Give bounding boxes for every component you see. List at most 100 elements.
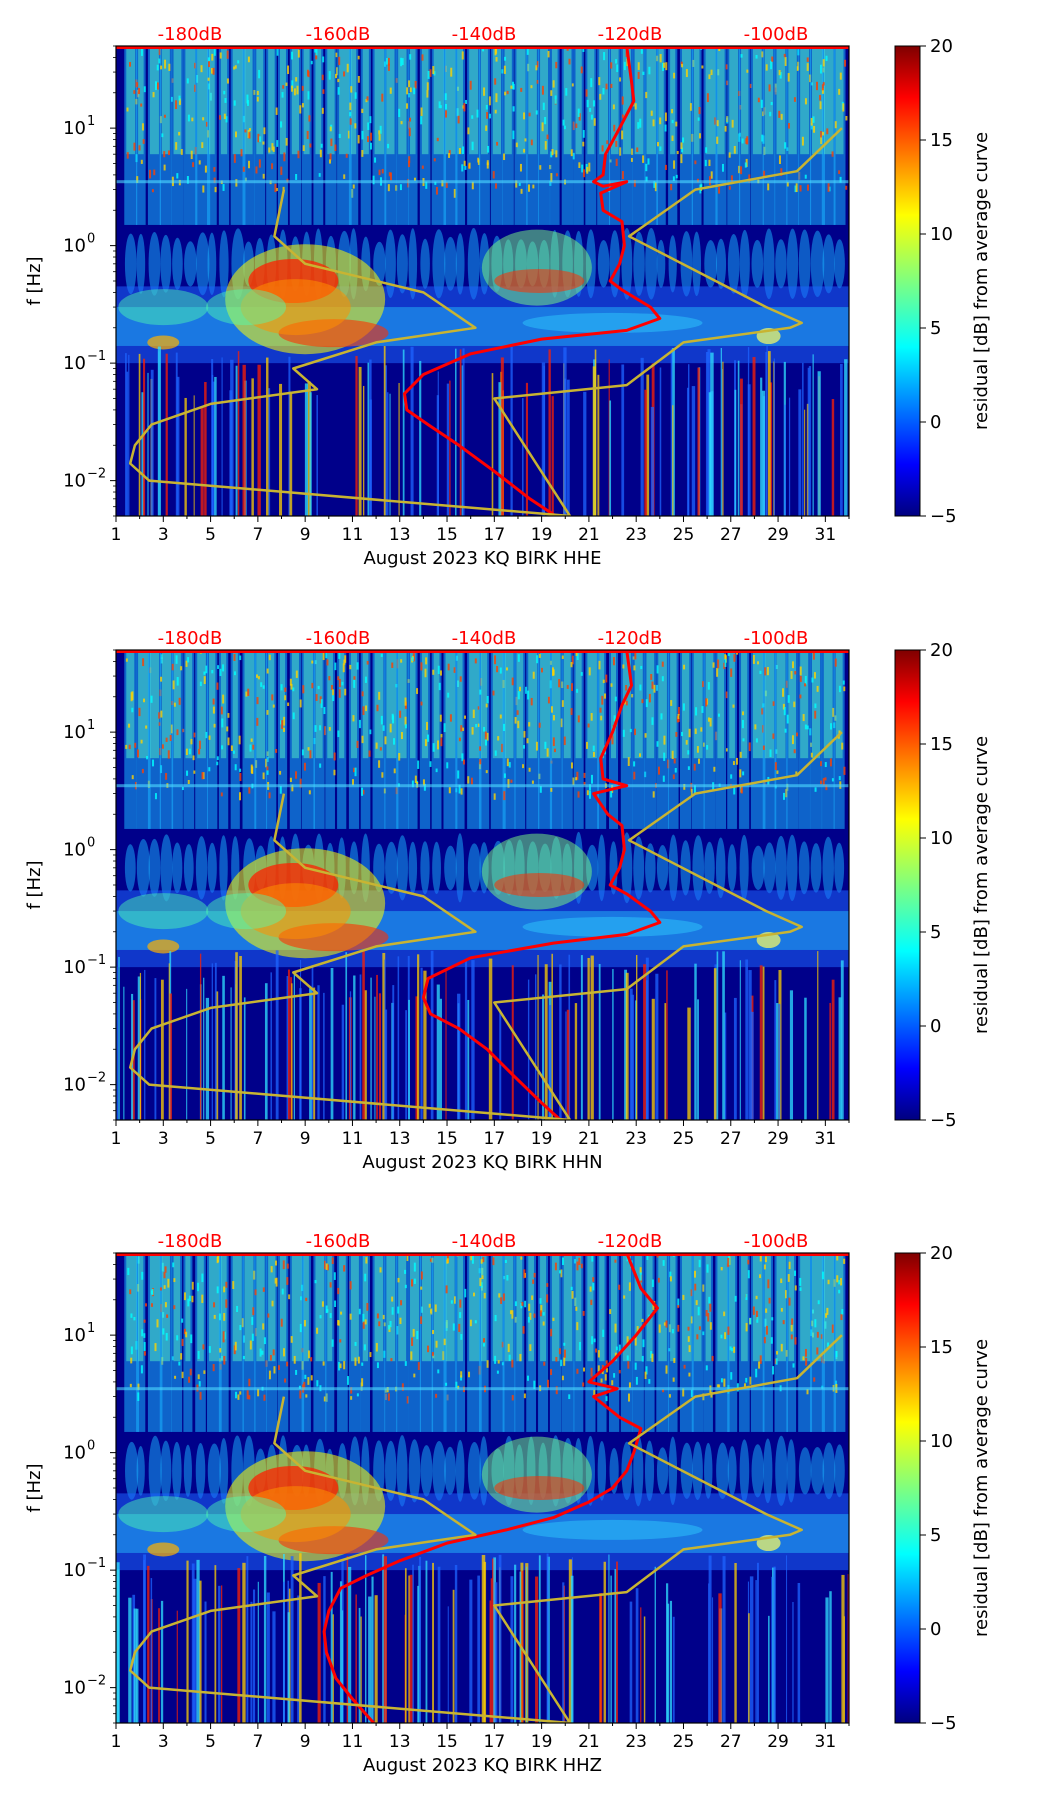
noise-speck: [515, 717, 517, 724]
noise-speck: [571, 683, 573, 691]
noise-speck: [343, 663, 345, 672]
lf-spike: [196, 1560, 199, 1723]
noise-speck: [712, 1356, 714, 1361]
noise-speck: [283, 152, 285, 161]
lf-spike: [672, 405, 673, 516]
noise-speck: [523, 745, 525, 749]
noise-speck: [338, 87, 340, 95]
colorbar-tick-label: 15: [930, 734, 953, 755]
noise-speck: [406, 87, 408, 94]
noise-speck: [564, 126, 566, 130]
noise-speck: [353, 680, 355, 688]
day-stripe-core: [670, 1253, 675, 1361]
noise-speck: [409, 54, 411, 60]
noise-speck: [637, 122, 639, 129]
lf-spike: [753, 357, 756, 516]
noise-speck: [209, 1346, 211, 1353]
noise-speck: [676, 175, 678, 178]
noise-speck: [193, 755, 195, 760]
noise-speck: [273, 1349, 275, 1355]
noise-speck: [496, 666, 498, 672]
noise-speck: [415, 776, 417, 783]
noise-speck: [162, 744, 164, 748]
noise-speck: [591, 115, 593, 120]
x-tick-label: 15: [436, 1129, 458, 1149]
noise-speck: [838, 170, 840, 174]
lf-spike: [375, 1595, 378, 1723]
lf-spike: [543, 366, 544, 516]
noise-speck: [332, 1257, 334, 1264]
noise-speck: [601, 696, 603, 705]
noise-speck: [287, 1264, 289, 1269]
y-tick-exponent: −1: [87, 349, 106, 364]
noise-speck: [479, 759, 481, 764]
noise-speck: [800, 185, 802, 191]
noise-speck: [225, 1299, 227, 1307]
day-plume: [728, 844, 737, 891]
noise-speck: [155, 793, 157, 799]
noise-speck: [461, 788, 463, 794]
noise-speck: [672, 136, 674, 141]
noise-speck: [649, 694, 651, 702]
day-stripe-core: [611, 1253, 617, 1361]
noise-speck: [681, 64, 683, 67]
noise-speck: [211, 54, 213, 61]
day-plume: [184, 844, 194, 892]
lf-spike: [237, 1568, 240, 1723]
lf-spike: [722, 362, 723, 516]
noise-speck: [593, 752, 595, 757]
noise-speck: [264, 1337, 266, 1344]
storm-blob: [118, 289, 208, 325]
noise-speck: [381, 94, 383, 102]
noise-speck: [707, 93, 709, 102]
noise-speck: [347, 64, 349, 73]
noise-speck: [330, 153, 332, 160]
noise-speck: [292, 687, 294, 691]
day-stripe-core: [516, 650, 523, 758]
x-tick-label: 29: [767, 1732, 789, 1752]
lf-spike: [547, 1554, 549, 1723]
lf-spike: [599, 1593, 602, 1723]
lf-spike: [621, 364, 624, 516]
day-stripe-core: [457, 650, 462, 758]
y-tick-label: 10: [63, 1443, 86, 1464]
noise-speck: [519, 687, 521, 691]
noise-speck: [771, 102, 773, 105]
noise-speck: [221, 718, 223, 727]
noise-speck: [674, 758, 676, 763]
noise-speck: [248, 1379, 250, 1387]
noise-speck: [814, 703, 816, 708]
lf-spike: [437, 395, 439, 516]
noise-speck: [300, 700, 302, 708]
noise-speck: [657, 665, 659, 673]
noise-speck: [651, 111, 653, 116]
noise-speck: [358, 56, 360, 60]
lf-spike: [367, 363, 369, 516]
noise-speck: [805, 1358, 807, 1366]
noise-speck: [127, 152, 129, 158]
noise-speck: [656, 741, 658, 747]
noise-speck: [130, 1313, 132, 1317]
noise-speck: [190, 1334, 192, 1343]
db-label: -180dB: [158, 1231, 223, 1252]
x-tick-label: 27: [720, 1129, 742, 1149]
noise-speck: [142, 123, 144, 130]
noise-speck: [309, 790, 311, 794]
lf-spike: [734, 1563, 736, 1723]
noise-speck: [710, 718, 712, 727]
noise-speck: [252, 1307, 254, 1315]
lf-spike: [687, 1008, 690, 1120]
noise-speck: [271, 694, 273, 700]
noise-speck: [367, 122, 369, 130]
noise-speck: [233, 654, 235, 661]
lf-spike: [587, 958, 589, 1120]
x-tick-label: 13: [389, 525, 411, 545]
noise-speck: [400, 1300, 402, 1305]
noise-speck: [711, 70, 713, 75]
noise-speck: [176, 1335, 178, 1340]
noise-speck: [723, 1312, 725, 1317]
noise-speck: [709, 1304, 711, 1312]
noise-speck: [332, 1339, 334, 1346]
day-plume: [823, 1442, 836, 1499]
noise-speck: [610, 62, 612, 68]
